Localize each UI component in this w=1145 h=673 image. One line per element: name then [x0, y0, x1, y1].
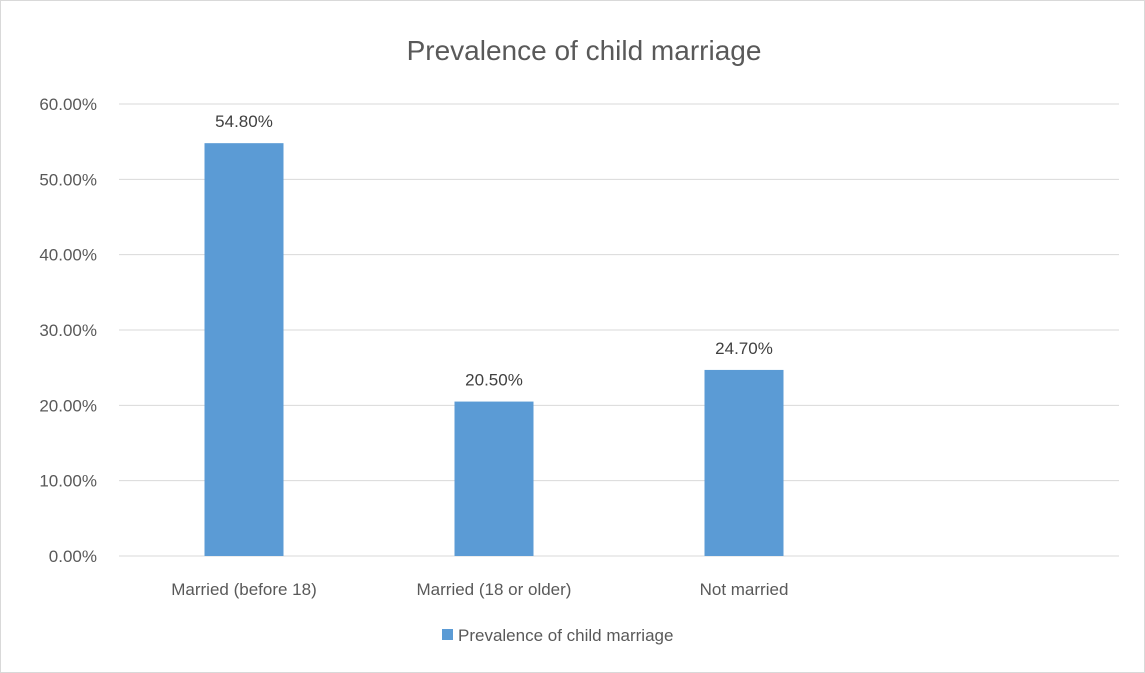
y-tick-label: 60.00%: [39, 95, 97, 114]
legend-swatch: [442, 629, 453, 640]
bars: [204, 143, 784, 556]
y-tick-label: 10.00%: [39, 472, 97, 491]
x-category-label: Not married: [700, 580, 789, 599]
y-tick-label: 0.00%: [49, 547, 97, 566]
y-tick-label: 50.00%: [39, 170, 97, 189]
gridlines: [119, 103, 1119, 557]
y-axis-ticks: 0.00% 10.00% 20.00% 30.00% 40.00% 50.00% 60.00…: [39, 95, 97, 566]
x-category-label: Married (before 18): [171, 580, 317, 599]
bar: [454, 401, 534, 556]
x-category-label: Married (18 or older): [417, 580, 572, 599]
data-label: 54.80%: [215, 112, 273, 131]
bar: [704, 369, 784, 556]
y-tick-label: 30.00%: [39, 321, 97, 340]
bar: [204, 143, 284, 556]
legend: Prevalence of child marriage: [442, 626, 673, 645]
y-tick-label: 20.00%: [39, 396, 97, 415]
data-label: 24.70%: [715, 339, 773, 358]
x-axis-categories: Married (before 18) Married (18 or older)…: [171, 580, 788, 599]
data-labels: 54.80% 20.50% 24.70%: [215, 112, 773, 389]
data-label: 20.50%: [465, 371, 523, 390]
chart-title: Prevalence of child marriage: [407, 35, 762, 66]
legend-label: Prevalence of child marriage: [458, 626, 673, 645]
y-tick-label: 40.00%: [39, 246, 97, 265]
